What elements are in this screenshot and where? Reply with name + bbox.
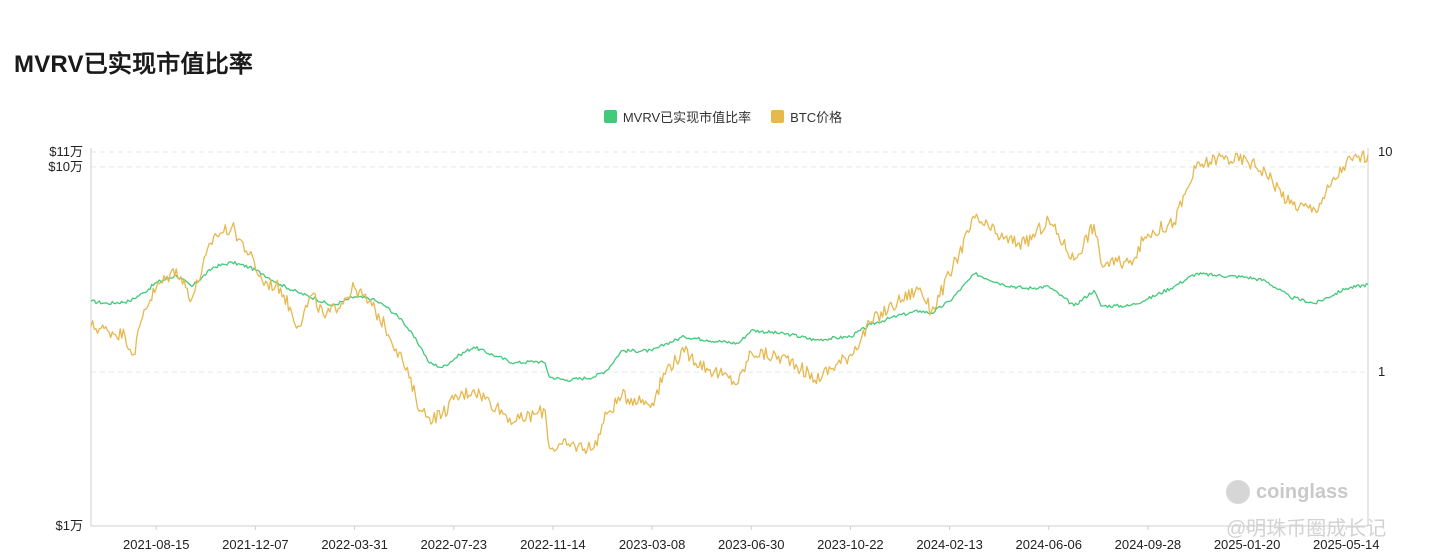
chart-title: MVRV已实现市值比率	[14, 51, 254, 78]
x-axis-tick-label: 2021-12-07	[222, 537, 289, 552]
x-axis-tick-label: 2024-06-06	[1016, 537, 1083, 552]
series-line-mvrv[interactable]	[90, 261, 1369, 383]
coinglass-watermark-text: coinglass	[1256, 480, 1349, 503]
legend-label-mvrv: MVRV已实现市值比率	[622, 110, 752, 125]
x-axis-tick-label: 2022-07-23	[420, 537, 487, 552]
legend-item-mvrv[interactable]: MVRV已实现市值比率	[603, 107, 752, 126]
left-axis-tick-label: $1万	[56, 518, 83, 533]
x-axis-tick-label: 2024-02-13	[916, 537, 983, 552]
x-axis-tick-label: 2021-08-15	[123, 537, 190, 552]
x-axis-tick-label: 2022-03-31	[321, 537, 388, 552]
x-axis-tick-label: 2024-09-28	[1115, 537, 1182, 552]
legend-swatch-btc	[771, 110, 785, 123]
x-axis-tick-label: 2025-01-20	[1214, 537, 1281, 552]
series-line-btc-price[interactable]	[90, 150, 1369, 455]
x-axis-tick-label: 2025-05-14	[1313, 537, 1380, 552]
coinglass-logo-icon	[1226, 480, 1250, 504]
left-axis-tick-label: $10万	[48, 159, 83, 174]
x-axis-tick-label: 2023-10-22	[817, 537, 884, 552]
x-axis-tick-label: 2023-03-08	[619, 537, 686, 552]
weibo-watermark: @明珠币圈成长记	[1226, 518, 1387, 540]
x-axis-tick-label: 2022-11-14	[520, 537, 586, 552]
legend-item-btc[interactable]: BTC价格	[771, 107, 842, 126]
legend-label-btc: BTC价格	[790, 110, 843, 125]
legend-swatch-mvrv	[603, 110, 617, 123]
right-axis-tick-label: 1	[1378, 364, 1385, 379]
right-axis-tick-label: 10	[1378, 144, 1392, 159]
legend: MVRV已实现市值比率 BTC价格	[0, 107, 1446, 126]
x-axis-tick-label: 2023-06-30	[718, 537, 785, 552]
coinglass-watermark: coinglass	[1226, 480, 1348, 504]
left-axis-tick-label: $11万	[49, 144, 83, 159]
